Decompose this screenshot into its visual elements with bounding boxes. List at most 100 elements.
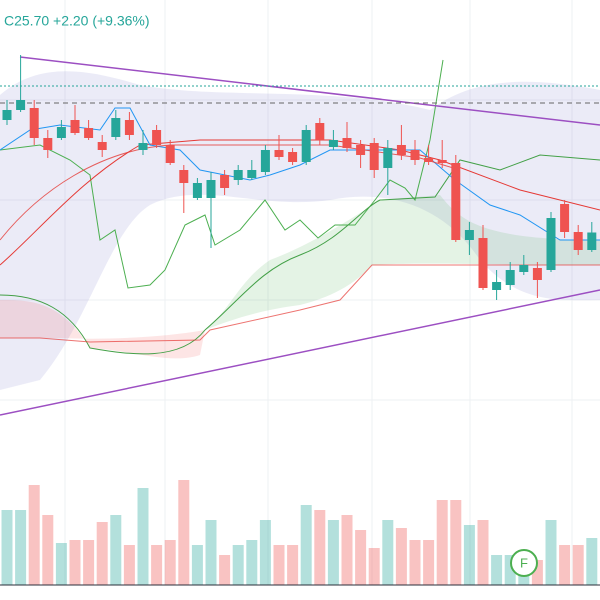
volume-bar <box>123 545 135 585</box>
volume-bar <box>205 520 217 585</box>
volume-bar <box>1 510 13 585</box>
candle-body <box>546 218 556 270</box>
candle-body <box>356 145 366 155</box>
candle-body <box>505 270 515 285</box>
volume-bar <box>531 560 543 585</box>
volume-bar <box>164 540 176 585</box>
candle-body <box>152 130 162 145</box>
volume-bar <box>450 500 462 585</box>
candle-body <box>84 128 94 138</box>
candle-body <box>478 238 488 288</box>
candles <box>2 55 597 300</box>
volume-bar <box>327 520 339 585</box>
candle-body <box>260 150 270 172</box>
conversion-line <box>0 107 600 241</box>
candle-body <box>464 230 474 240</box>
candle-body <box>492 282 502 290</box>
volume-bar <box>341 515 353 585</box>
volume-bar <box>15 510 27 585</box>
volume-bar <box>259 520 271 585</box>
volume-bar <box>83 540 95 585</box>
volume-bar <box>491 555 503 585</box>
candle-body <box>274 150 284 157</box>
candle-body <box>247 170 257 178</box>
volume-bar <box>219 555 231 585</box>
volume-bar <box>559 545 571 585</box>
candle-body <box>396 145 406 155</box>
span-a <box>0 154 600 355</box>
candle-body <box>451 163 461 240</box>
volume-bar <box>137 488 149 585</box>
volumes <box>1 480 598 585</box>
candle-body <box>220 175 230 188</box>
candle-body <box>2 110 12 120</box>
candle-body <box>16 100 26 110</box>
candle-body <box>369 143 379 170</box>
volume-bar <box>423 540 435 585</box>
cloud-bearish <box>0 300 205 359</box>
candle-body <box>70 120 80 133</box>
volume-bar <box>69 540 81 585</box>
candle-body <box>43 138 53 150</box>
candle-body <box>437 160 447 163</box>
volume-bar <box>273 545 285 585</box>
candle-body <box>138 143 148 150</box>
candle-body <box>124 120 134 135</box>
candle-body <box>288 152 298 162</box>
candle-body <box>301 130 311 162</box>
candle-body <box>342 138 352 148</box>
candle-body <box>315 123 325 140</box>
volume-bar <box>232 545 244 585</box>
volume-bar <box>409 540 421 585</box>
trend-line-upper <box>19 56 600 126</box>
cloud-bullish <box>205 195 600 330</box>
event-label[interactable]: F <box>520 555 528 570</box>
volume-bar <box>477 520 489 585</box>
trend-line-lower <box>0 289 600 416</box>
candle-body <box>532 268 542 280</box>
candle-body <box>206 180 216 198</box>
event-circle[interactable] <box>510 549 538 577</box>
candle-body <box>56 127 66 138</box>
candle-body <box>383 148 393 168</box>
volume-bar <box>382 520 394 585</box>
volume-bar <box>586 538 598 585</box>
volume-bar <box>151 545 163 585</box>
bollinger-band <box>0 71 600 390</box>
candle-body <box>165 145 175 163</box>
grid <box>0 0 600 585</box>
volume-bar <box>96 522 108 585</box>
volume-bar <box>28 485 40 585</box>
volume-bar <box>55 543 67 585</box>
volume-bar <box>178 480 190 585</box>
volume-bar <box>42 515 54 585</box>
volume-bar <box>545 520 557 585</box>
volume-bar <box>355 530 367 585</box>
volume-bar <box>300 505 312 585</box>
volume-bar <box>368 548 380 585</box>
volume-bar <box>110 515 122 585</box>
candle-body <box>192 183 202 198</box>
candle-body <box>410 150 420 160</box>
span-b <box>0 264 600 343</box>
volume-bar <box>572 545 584 585</box>
volume-bar <box>314 510 326 585</box>
volume-bar <box>191 545 203 585</box>
base-line <box>0 139 600 266</box>
candle-body <box>573 232 583 250</box>
event-marker[interactable]: F <box>510 549 538 577</box>
volume-bar <box>463 525 475 585</box>
volume-bar <box>504 555 516 585</box>
candle-body <box>587 232 597 250</box>
candle-body <box>233 170 243 180</box>
candle-body <box>519 265 529 272</box>
volume-bar <box>246 540 258 585</box>
ohlc-header: C25.70 +2.20 (+9.36%) <box>4 13 150 29</box>
candle-body <box>97 142 107 150</box>
candle-body <box>29 108 39 138</box>
volume-bar <box>395 528 407 585</box>
volume-bar <box>287 545 299 585</box>
candle-body <box>111 118 121 137</box>
lagging-span <box>0 59 444 289</box>
